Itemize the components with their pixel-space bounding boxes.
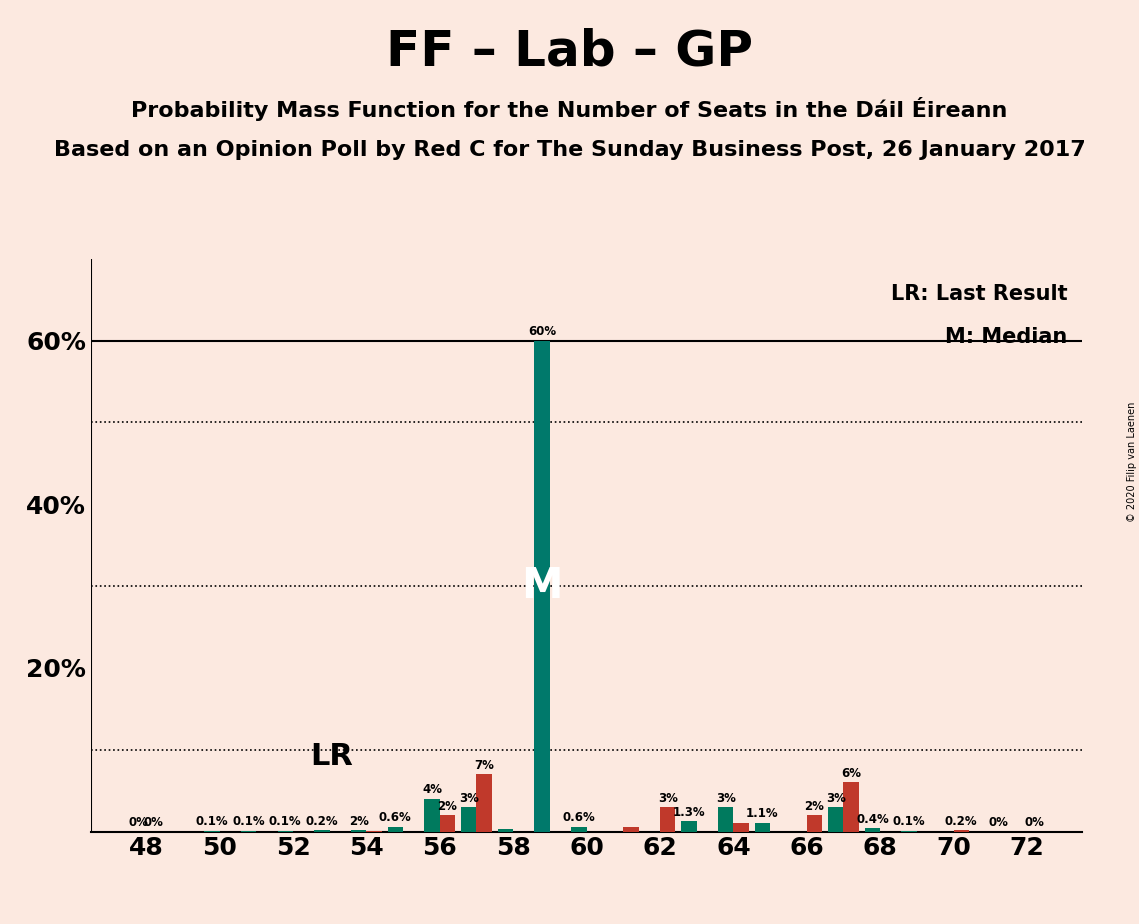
Bar (351, 830, 367, 832)
Text: 7%: 7% (474, 759, 494, 772)
Text: LR: LR (311, 742, 353, 771)
Text: 0.1%: 0.1% (232, 815, 265, 828)
Text: 0.6%: 0.6% (563, 811, 596, 824)
Text: Probability Mass Function for the Number of Seats in the Dáil Éireann: Probability Mass Function for the Number… (131, 97, 1008, 121)
Text: M: M (522, 565, 563, 607)
Bar (461, 807, 476, 832)
Text: Based on an Opinion Poll by Red C for The Sunday Business Post, 26 January 2017: Based on an Opinion Poll by Red C for Th… (54, 140, 1085, 161)
Text: 0%: 0% (129, 816, 148, 829)
Bar (571, 827, 587, 832)
Text: 0.2%: 0.2% (945, 815, 977, 828)
Text: 0.6%: 0.6% (379, 811, 411, 824)
Bar (659, 807, 675, 832)
Text: 3%: 3% (826, 792, 846, 805)
Text: 0.4%: 0.4% (857, 813, 888, 826)
Text: FF – Lab – GP: FF – Lab – GP (386, 28, 753, 76)
Text: 6%: 6% (842, 767, 861, 780)
Bar (425, 799, 440, 832)
Text: LR: Last Result: LR: Last Result (891, 285, 1067, 305)
Bar (476, 774, 492, 832)
Bar (314, 830, 329, 832)
Text: 0%: 0% (144, 816, 164, 829)
Text: 0%: 0% (1025, 816, 1044, 829)
Bar (440, 815, 456, 832)
Text: 0.1%: 0.1% (196, 815, 228, 828)
Bar (828, 807, 844, 832)
Bar (865, 828, 880, 832)
Text: 3%: 3% (715, 792, 736, 805)
Bar (498, 829, 514, 832)
Bar (953, 830, 969, 832)
Text: 2%: 2% (437, 800, 458, 813)
Text: © 2020 Filip van Laenen: © 2020 Filip van Laenen (1126, 402, 1137, 522)
Text: 2%: 2% (349, 815, 369, 828)
Bar (681, 821, 697, 832)
Bar (806, 815, 822, 832)
Text: 2%: 2% (804, 800, 825, 813)
Text: 0.1%: 0.1% (893, 815, 926, 828)
Text: 3%: 3% (459, 792, 478, 805)
Text: 0.2%: 0.2% (305, 815, 338, 828)
Text: 4%: 4% (423, 784, 442, 796)
Text: 0%: 0% (988, 816, 1008, 829)
Text: 0.1%: 0.1% (269, 815, 302, 828)
Text: M: Median: M: Median (945, 327, 1067, 347)
Bar (387, 827, 403, 832)
Bar (718, 807, 734, 832)
Text: 1.1%: 1.1% (746, 808, 779, 821)
Text: 3%: 3% (657, 792, 678, 805)
Bar (623, 827, 639, 832)
Bar (734, 822, 748, 832)
Bar (534, 341, 550, 832)
Text: 60%: 60% (528, 325, 556, 338)
Bar (844, 783, 859, 832)
Bar (755, 822, 770, 832)
Text: 1.3%: 1.3% (673, 806, 705, 819)
